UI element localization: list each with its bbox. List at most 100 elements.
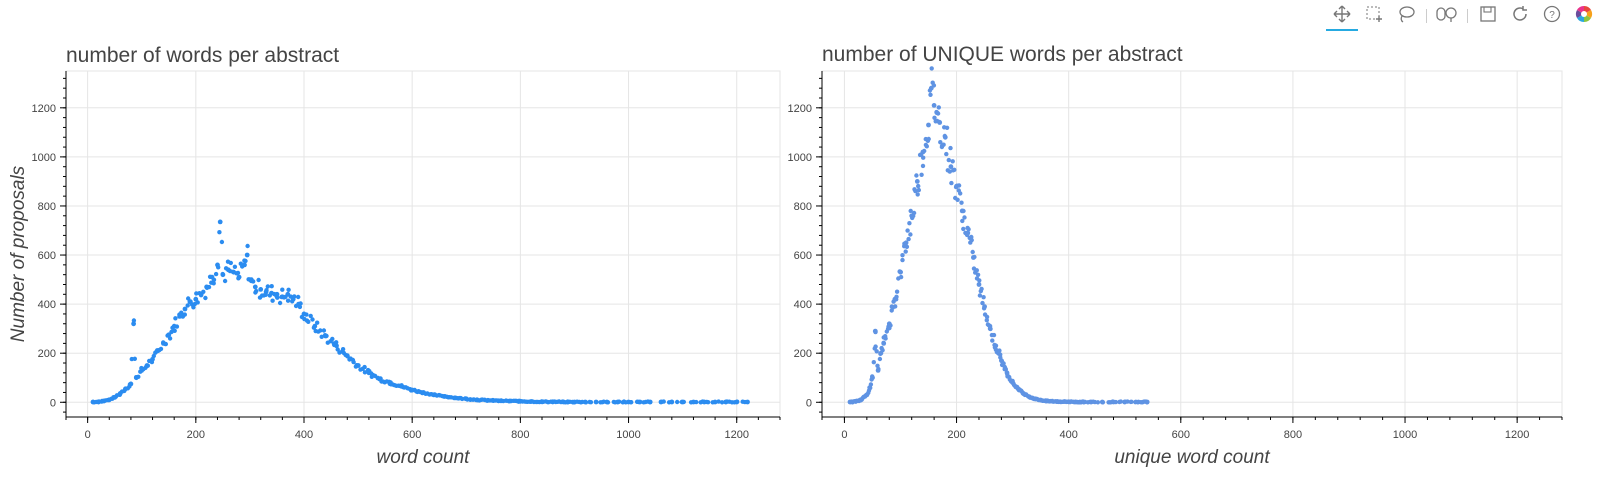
y-tick-label: 400 [38, 299, 56, 311]
chart-title: number of words per abstract [66, 44, 339, 67]
data-point [623, 400, 628, 405]
wheel-zoom-tool[interactable] [1435, 3, 1459, 29]
x-tick-label: 0 [841, 429, 847, 441]
data-point [958, 191, 963, 196]
data-point [956, 183, 962, 188]
data-point [927, 88, 933, 93]
data-point [950, 159, 955, 164]
data-point [988, 326, 993, 332]
data-point [742, 399, 748, 405]
chart-2: 0 200 400 600 800 1000 1200 0 200 400 600 800 1000 12… [788, 43, 1563, 468]
data-point [984, 318, 989, 323]
data-point [922, 148, 927, 154]
reset-tool[interactable] [1508, 3, 1532, 29]
box-zoom-tool[interactable] [1362, 3, 1386, 29]
data-point [286, 287, 291, 292]
data-point [919, 172, 924, 177]
data-point [921, 155, 926, 160]
plot-frame [65, 70, 781, 418]
data-point [173, 316, 178, 321]
data-point [228, 260, 233, 266]
data-point [629, 400, 634, 405]
data-point [942, 133, 947, 139]
data-point [220, 271, 225, 277]
x-tick-label: 800 [511, 429, 529, 441]
data-point [716, 399, 721, 404]
data-point [681, 399, 686, 405]
svg-text:?: ? [1549, 10, 1555, 21]
data-point [288, 294, 293, 299]
pan-tool[interactable] [1326, 3, 1358, 31]
data-point [972, 254, 977, 260]
x-tick-label: 200 [187, 429, 205, 441]
y-tick-label: 600 [794, 250, 812, 262]
data-point [258, 287, 264, 292]
lasso-select-tool[interactable] [1394, 3, 1418, 29]
data-point [330, 336, 335, 342]
data-point [236, 276, 241, 281]
data-point [880, 348, 885, 353]
data-point [1125, 399, 1130, 404]
data-point [893, 304, 898, 309]
data-point [201, 289, 206, 294]
y-axis-label: Number of proposals [8, 165, 29, 342]
data-point [908, 232, 913, 237]
data-point [263, 292, 268, 297]
data-point [898, 274, 904, 280]
data-point [198, 293, 204, 298]
data-point [219, 239, 225, 245]
data-point [961, 208, 966, 214]
data-point [1003, 367, 1008, 372]
data-point [946, 157, 951, 163]
data-point [167, 336, 173, 341]
data-point [172, 328, 177, 333]
data-point [251, 279, 256, 284]
data-point [894, 289, 900, 294]
data-point [952, 167, 957, 172]
data-point [980, 300, 985, 306]
data-point [944, 125, 950, 130]
data-point [914, 179, 920, 184]
data-point [158, 346, 164, 352]
bokeh-logo-icon [1574, 4, 1594, 29]
data-points [90, 219, 750, 405]
data-point [981, 306, 987, 311]
save-tool[interactable] [1476, 3, 1500, 29]
bokeh-logo[interactable] [1572, 3, 1596, 29]
data-point [873, 329, 878, 335]
help-tool[interactable]: ? [1540, 3, 1564, 29]
data-point [270, 298, 275, 303]
data-point [915, 192, 920, 197]
data-point [966, 227, 971, 232]
data-point [151, 353, 156, 359]
data-point [877, 356, 883, 362]
data-point [280, 287, 285, 292]
x-tick-label: 400 [1059, 429, 1077, 441]
data-point [223, 266, 229, 271]
data-point [145, 363, 150, 368]
y-tick-label: 1200 [788, 103, 812, 115]
data-point [979, 286, 984, 292]
data-point [1001, 361, 1006, 366]
data-point [252, 284, 258, 290]
data-point [235, 270, 241, 276]
data-point [243, 258, 248, 264]
data-point [929, 66, 934, 71]
data-point [213, 271, 219, 277]
data-point [914, 173, 919, 178]
data-point [970, 249, 975, 255]
toolbar-separator [1467, 9, 1468, 23]
data-point [345, 354, 350, 359]
data-point [174, 324, 180, 329]
data-point [870, 374, 875, 379]
data-point [293, 303, 299, 309]
data-point [959, 200, 964, 205]
data-point [878, 351, 883, 356]
data-point [207, 274, 213, 279]
data-point [324, 333, 329, 339]
data-point [913, 188, 918, 194]
data-point [888, 323, 893, 328]
data-point [997, 348, 1002, 353]
data-point [269, 284, 274, 289]
x-tick-label: 200 [947, 429, 965, 441]
